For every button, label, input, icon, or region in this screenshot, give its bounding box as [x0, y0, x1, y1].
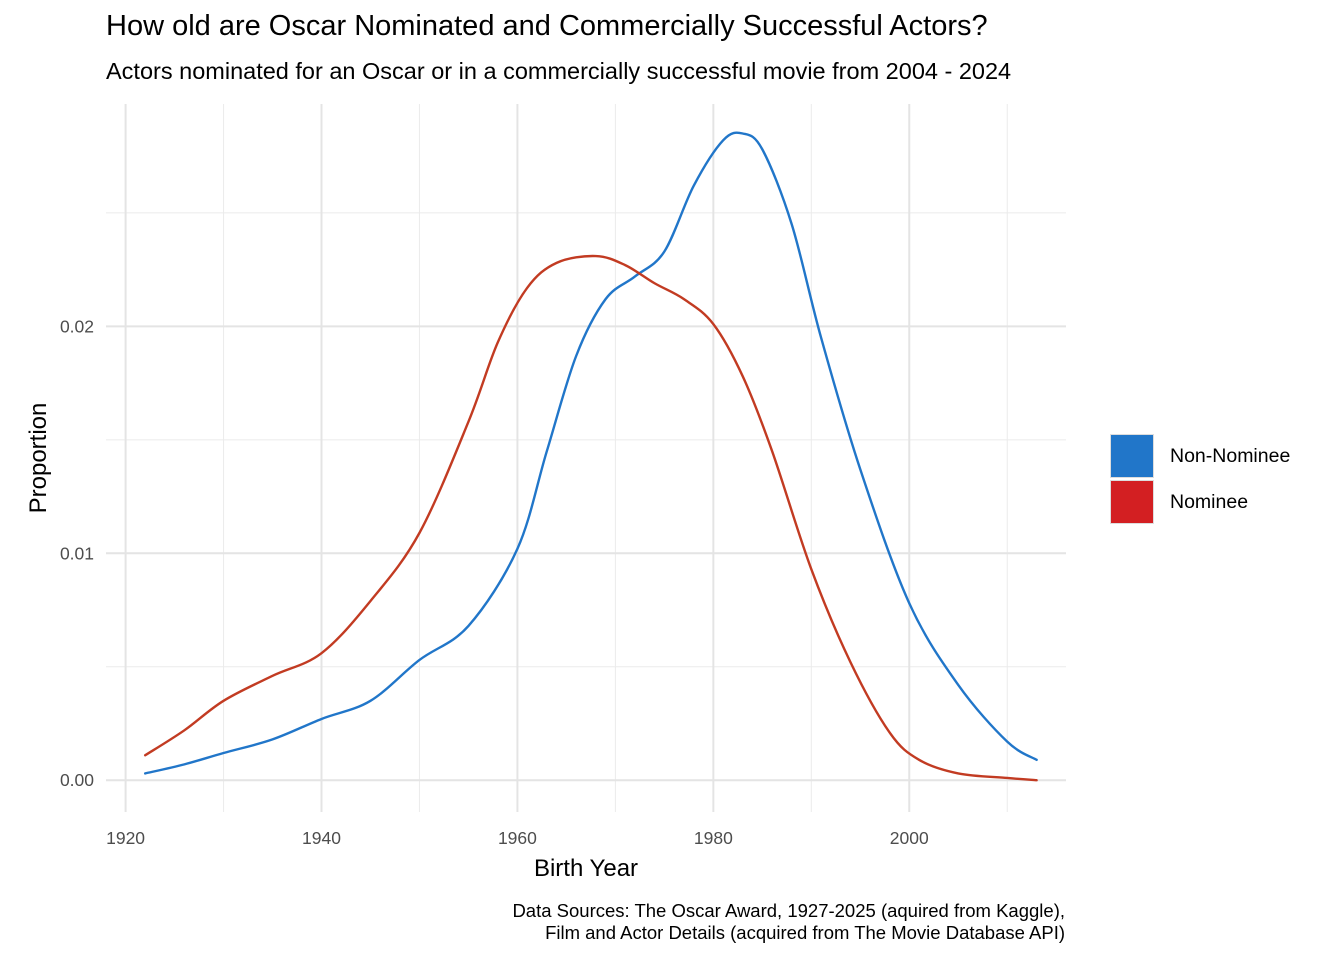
series-lines [143, 131, 1038, 782]
x-axis-ticks: 1920 1940 1960 1980 2000 [106, 828, 929, 848]
chart-subtitle: Actors nominated for an Oscar or in a co… [106, 58, 1012, 84]
series-line-non-nominee [143, 131, 1038, 775]
caption: Data Sources: The Oscar Award, 1927-2025… [512, 900, 1065, 944]
legend-label-non-nominee: Non-Nominee [1170, 444, 1291, 467]
caption-line-1: Data Sources: The Oscar Award, 1927-2025… [512, 900, 1065, 921]
legend: Non-Nominee Nominee [1110, 433, 1290, 525]
x-tick-label: 1980 [694, 828, 733, 848]
x-tick-label: 1920 [106, 828, 145, 848]
caption-line-2: Film and Actor Details (acquired from Th… [545, 922, 1065, 943]
y-tick-label: 0.01 [60, 543, 94, 563]
y-tick-label: 0.00 [60, 770, 94, 790]
y-axis-title: Proportion [25, 403, 52, 514]
y-tick-label: 0.02 [60, 316, 94, 336]
legend-item-nominee[interactable]: Nominee [1110, 479, 1290, 525]
legend-item-non-nominee[interactable]: Non-Nominee [1110, 433, 1290, 479]
chart-title: How old are Oscar Nominated and Commerci… [106, 10, 988, 42]
x-axis-title: Birth Year [534, 855, 638, 882]
x-tick-label: 1960 [498, 828, 537, 848]
y-axis-ticks: 0.00 0.01 0.02 [60, 316, 94, 790]
series-line-nominee [143, 254, 1038, 782]
legend-swatch-nominee [1110, 480, 1154, 524]
x-tick-label: 1940 [302, 828, 341, 848]
legend-swatch-non-nominee [1110, 434, 1154, 478]
legend-label-nominee: Nominee [1170, 490, 1249, 513]
minor-gridlines [106, 104, 1066, 812]
x-tick-label: 2000 [890, 828, 929, 848]
major-gridlines [106, 104, 1066, 812]
